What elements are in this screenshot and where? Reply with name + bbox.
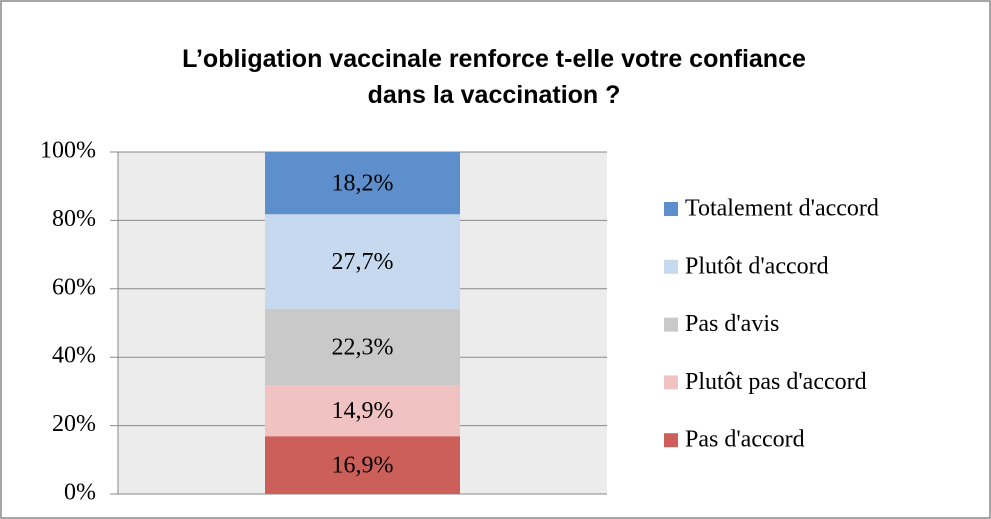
legend-label: Totalement d'accord — [685, 196, 879, 222]
y-tick-label: 20% — [52, 411, 96, 437]
bar-segment — [265, 214, 460, 309]
y-tick-label: 0% — [64, 480, 96, 506]
y-tick-label: 60% — [52, 274, 96, 300]
y-tick-label: 40% — [52, 343, 96, 369]
legend-swatch — [664, 433, 678, 448]
chart-title: L’obligation vaccinale renforce t-elle v… — [182, 45, 806, 109]
y-tick-label: 100% — [40, 138, 96, 164]
bar-segment — [265, 308, 460, 386]
legend-label: Pas d'accord — [685, 427, 805, 453]
data-label: 16,9% — [332, 453, 394, 479]
legend-swatch — [664, 375, 678, 390]
legend-label: Plutôt pas d'accord — [685, 369, 867, 395]
data-label: 27,7% — [332, 249, 394, 275]
data-label: 22,3% — [332, 335, 394, 361]
bar-segment — [265, 152, 460, 215]
legend-label: Pas d'avis — [685, 311, 779, 337]
bar-segment — [265, 436, 460, 494]
y-tick-label: 80% — [52, 206, 96, 232]
bar-segment — [265, 385, 460, 437]
legend-swatch — [664, 202, 678, 216]
legend-swatch — [664, 259, 678, 274]
legend-label: Plutôt d'accord — [685, 253, 829, 279]
data-label: 14,9% — [332, 398, 394, 424]
data-label: 18,2% — [332, 171, 394, 197]
legend-swatch — [664, 317, 678, 332]
